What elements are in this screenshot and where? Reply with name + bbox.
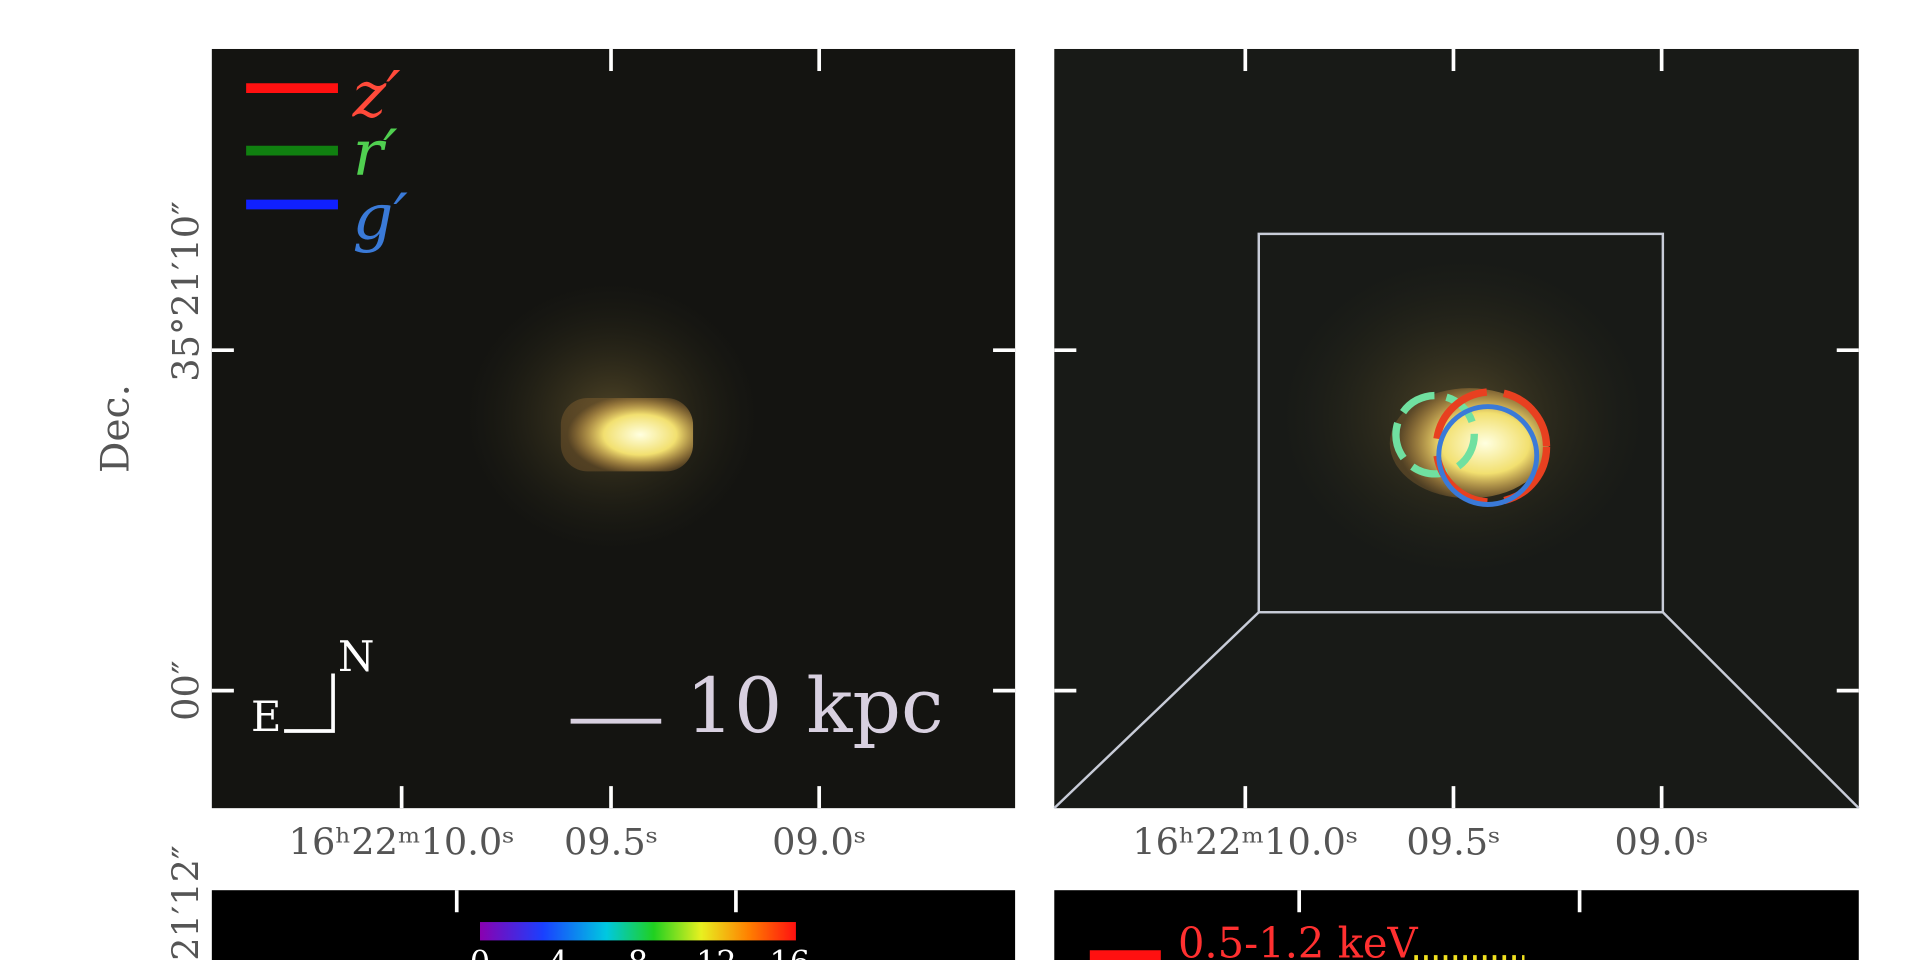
y-tick-label: 00″ — [164, 660, 207, 720]
y-axis-label: Dec. — [94, 384, 139, 473]
zoom-box — [1053, 232, 1860, 810]
colorbar-tick: 8 — [628, 943, 648, 960]
scale-bar-label: 10 kpc — [686, 662, 944, 750]
x-tick-label: 16ʰ22ᵐ10.0ˢ — [1132, 821, 1358, 864]
colorbar-tick: 0 — [470, 943, 490, 960]
colorbar-tick: 4 — [548, 943, 568, 960]
compass — [284, 673, 335, 733]
tick-marks — [1054, 48, 1859, 809]
legend-label: 0.5-1.2 keV — [1178, 919, 1419, 960]
tick-marks — [454, 890, 1582, 913]
image-panel — [1054, 890, 1859, 960]
galaxy-core — [560, 397, 694, 472]
y-tick-label: 35°21′10″ — [164, 201, 207, 382]
legend-label: r′ — [353, 117, 398, 191]
x-tick-label: 09.0ˢ — [772, 821, 866, 864]
region-circles — [1392, 388, 1551, 507]
x-tick-label: 09.5ˢ — [564, 821, 658, 864]
colorbar-tick: 16 — [770, 943, 811, 960]
x-tick-label: 09.5ˢ — [1406, 821, 1500, 864]
x-tick-label: 09.0ˢ — [1615, 821, 1709, 864]
legend-label: g′ — [353, 181, 409, 255]
x-tick-label: 16ʰ22ᵐ10.0ˢ — [289, 821, 515, 864]
compass-label: E — [251, 692, 281, 741]
y-tick-label: °21′12″ — [164, 845, 207, 960]
compass-label: N — [338, 632, 374, 681]
legend-label: z′ — [352, 58, 402, 132]
colorbar-tick: 12 — [696, 943, 737, 960]
colorbar — [480, 922, 796, 941]
legend-lines — [246, 83, 338, 210]
tick-marks — [211, 48, 1016, 809]
